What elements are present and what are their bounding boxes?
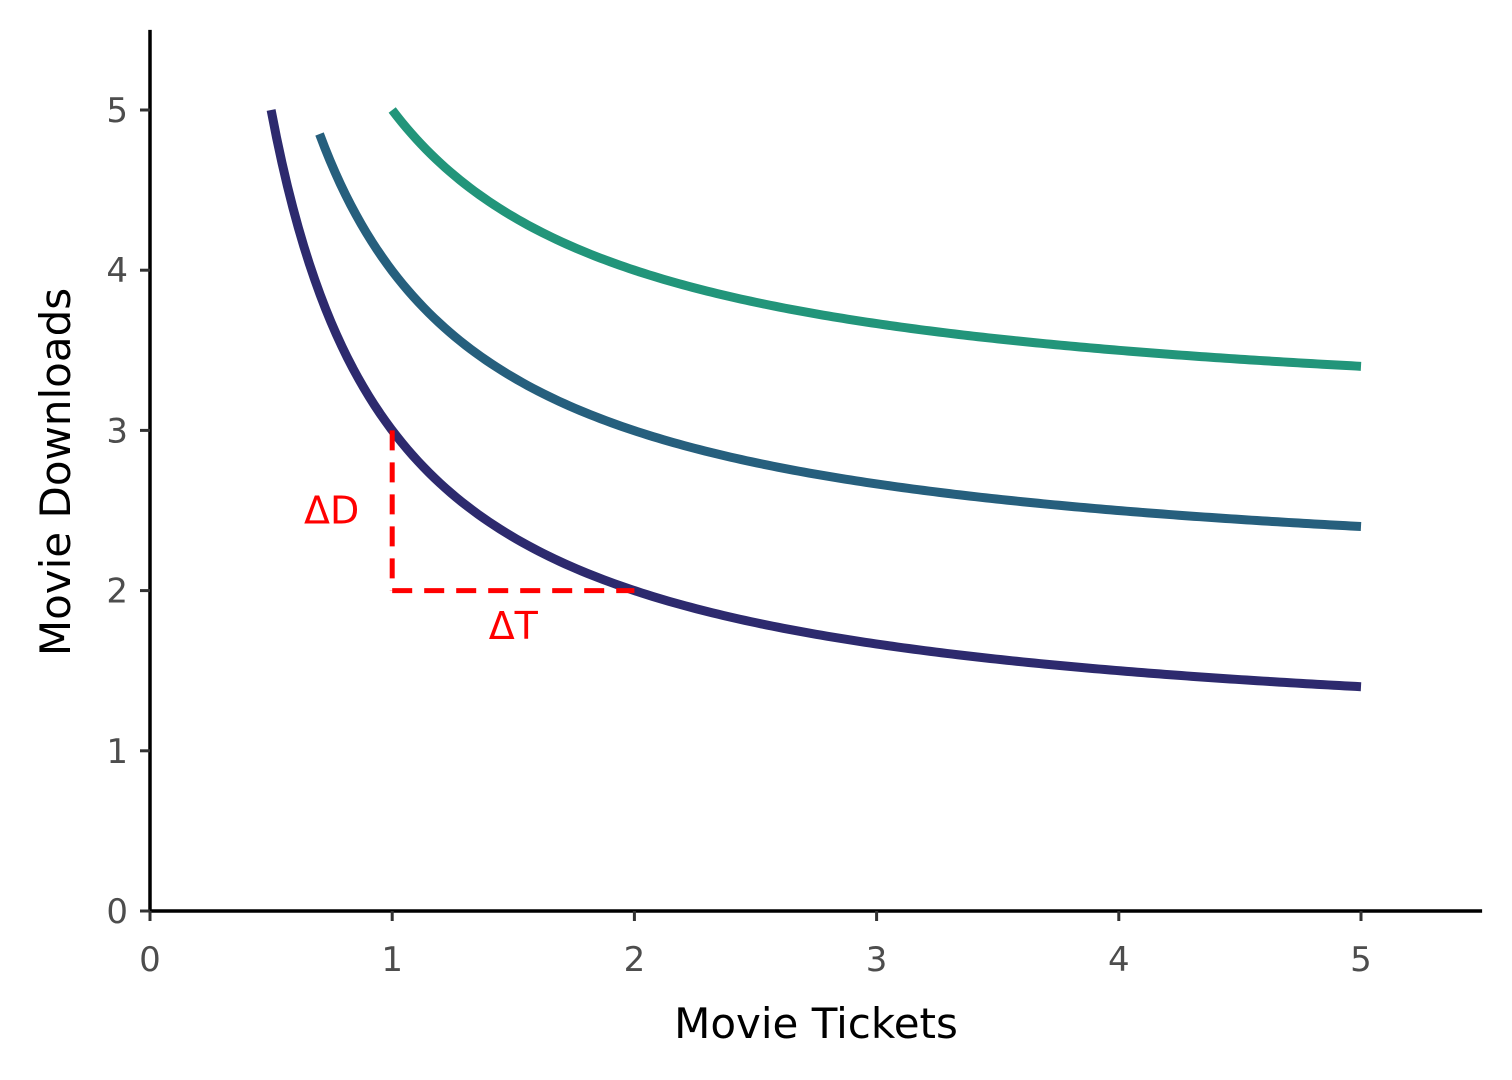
curve-series-1	[266, 109, 1362, 692]
x-axis-title: Movie Tickets	[674, 999, 958, 1048]
curve-series-2	[315, 132, 1362, 532]
annotations: ΔD ΔT	[304, 430, 635, 648]
y-tick-label-0: 0	[106, 892, 128, 932]
y-tick-label-2: 2	[106, 572, 128, 612]
x-tick-label-5: 5	[1350, 940, 1372, 980]
y-tick-label-1: 1	[106, 732, 128, 772]
x-tick-label-1: 1	[381, 940, 403, 980]
x-tick-label-3: 3	[866, 940, 888, 980]
plot-lines	[266, 107, 1362, 692]
annotation-label-2: ΔT	[489, 604, 539, 648]
y-tick-label-5: 5	[106, 91, 128, 131]
x-tick-label-2: 2	[624, 940, 646, 980]
axes: 0 1 2 3 4 5 0 1 2 3 4 5	[106, 29, 1483, 980]
curve-series-3	[388, 107, 1362, 371]
x-tick-label-4: 4	[1108, 940, 1130, 980]
annotation-label-1: ΔD	[304, 489, 359, 533]
x-tick-label-0: 0	[139, 940, 161, 980]
y-tick-label-3: 3	[106, 411, 128, 451]
y-tick-label-4: 4	[106, 251, 128, 291]
y-axis-title: Movie Downloads	[31, 288, 80, 656]
